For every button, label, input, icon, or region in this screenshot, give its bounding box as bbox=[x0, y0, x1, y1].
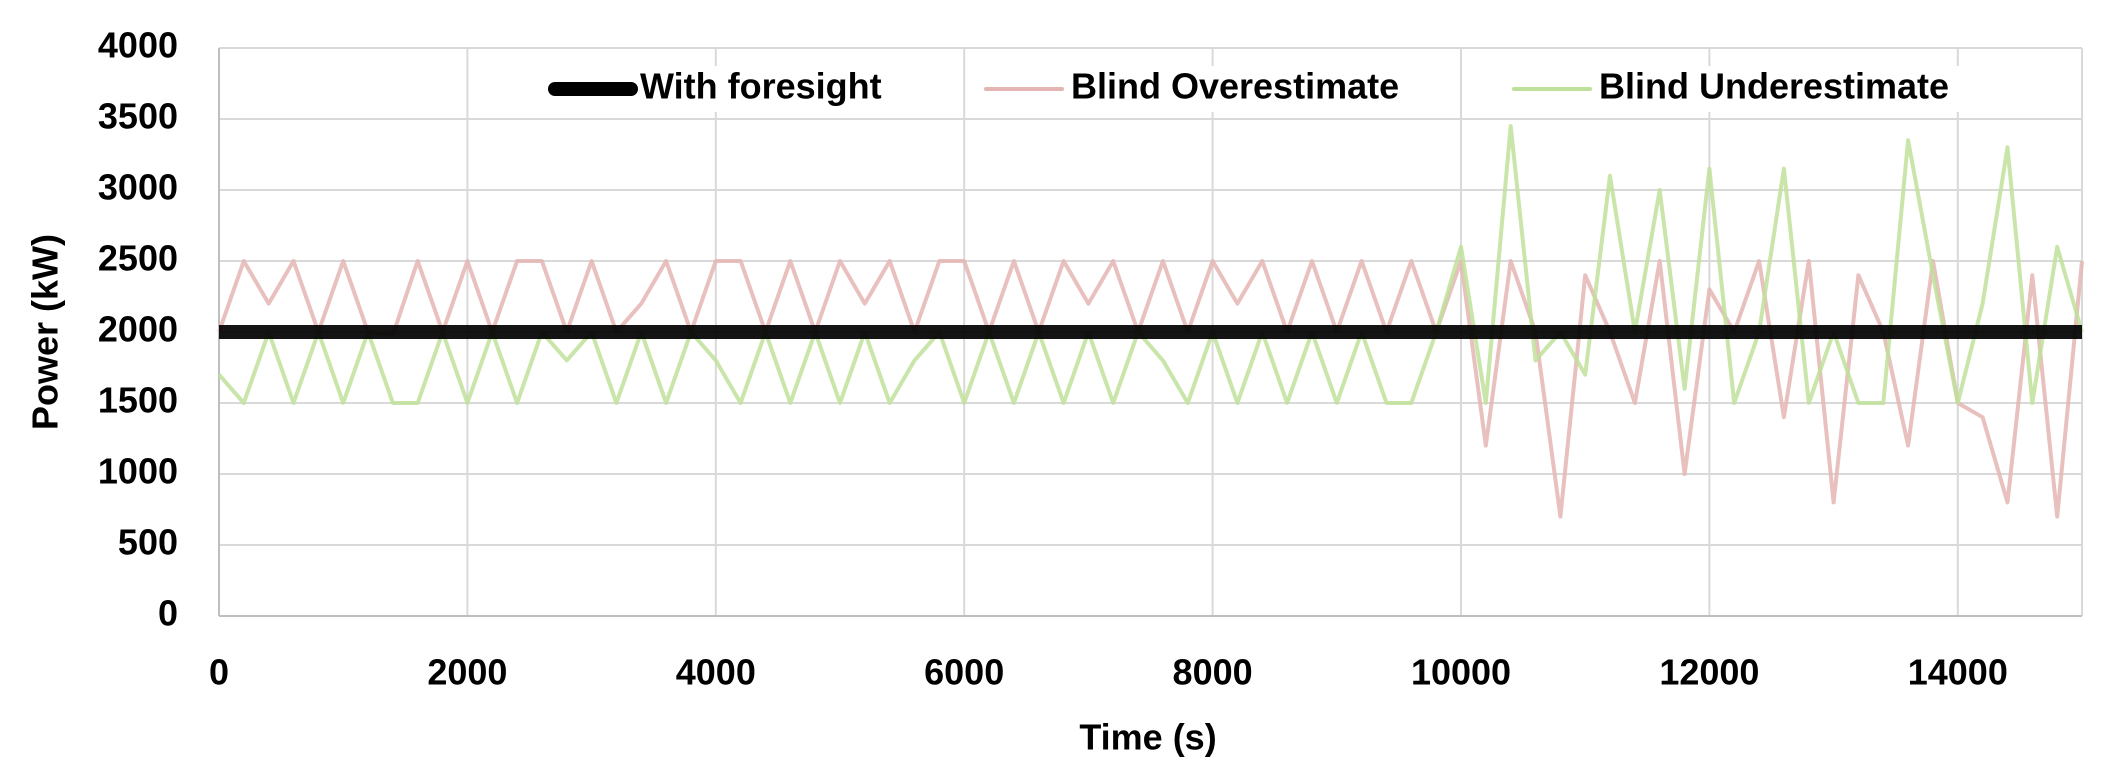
y-tick-label: 0 bbox=[158, 593, 178, 634]
legend-label: Blind Underestimate bbox=[1599, 66, 1949, 107]
y-tick-label: 3500 bbox=[98, 96, 178, 137]
y-tick-label: 2500 bbox=[98, 238, 178, 279]
y-axis-title: Power (kW) bbox=[25, 234, 66, 430]
y-tick-label: 500 bbox=[118, 522, 178, 563]
x-tick-label: 14000 bbox=[1908, 652, 2008, 693]
legend-label: Blind Overestimate bbox=[1071, 66, 1399, 107]
x-tick-label: 12000 bbox=[1659, 652, 1759, 693]
y-tick-label: 3000 bbox=[98, 167, 178, 208]
x-tick-label: 10000 bbox=[1411, 652, 1511, 693]
series-line bbox=[217, 259, 2084, 519]
x-tick-label: 6000 bbox=[924, 652, 1004, 693]
y-tick-label: 1000 bbox=[98, 451, 178, 492]
series-line bbox=[217, 124, 2084, 405]
x-tick-label: 0 bbox=[209, 652, 229, 693]
y-tick-label: 1500 bbox=[98, 380, 178, 421]
y-tick-label: 2000 bbox=[98, 309, 178, 350]
x-tick-label: 2000 bbox=[427, 652, 507, 693]
y-tick-label: 4000 bbox=[98, 25, 178, 66]
legend-label: With foresight bbox=[640, 66, 882, 107]
x-tick-label: 8000 bbox=[1173, 652, 1253, 693]
x-tick-label: 4000 bbox=[676, 652, 756, 693]
x-axis-title: Time (s) bbox=[1079, 717, 1216, 758]
